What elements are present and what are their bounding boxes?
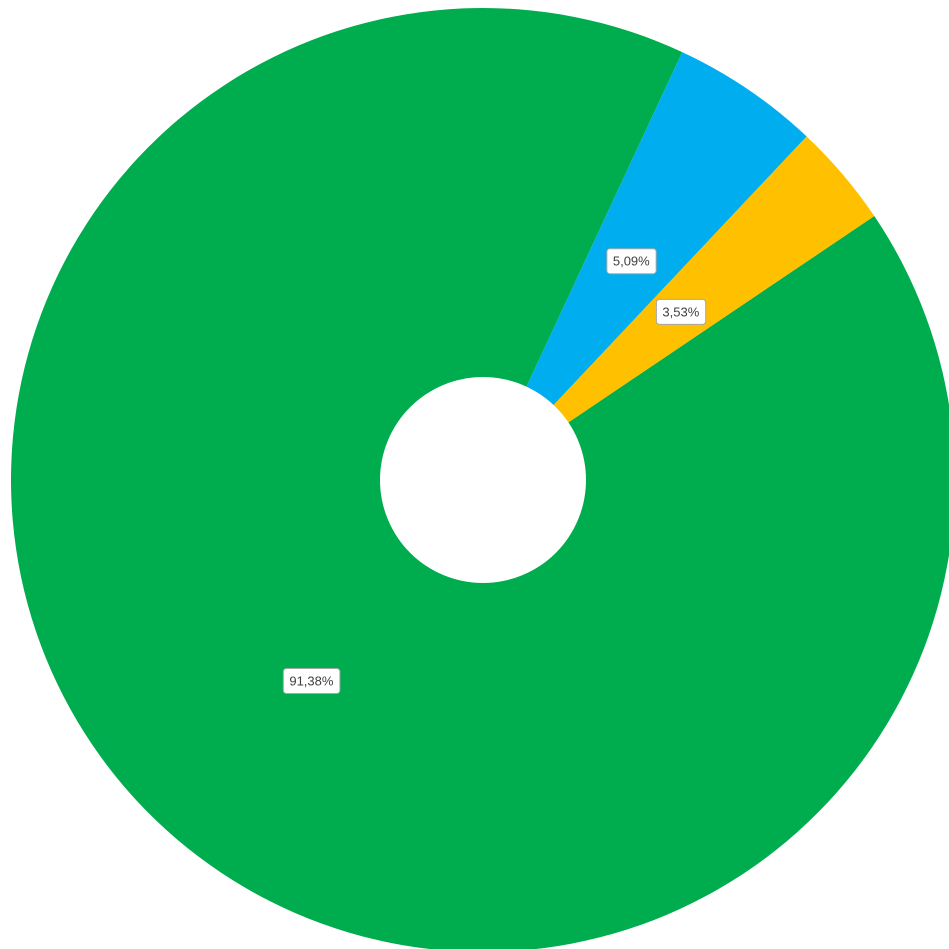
slice-label-text: 3,53% — [662, 304, 699, 319]
data-labels: 91,38% 5,09% 3,53% — [282, 248, 707, 695]
slice-label-text: 91,38% — [289, 674, 334, 689]
donut-hole — [380, 377, 586, 583]
slice-label-1: 91,38% — [282, 668, 341, 695]
slice-label-box — [282, 668, 341, 695]
slice-label-3: 3,53% — [655, 298, 707, 325]
slice-label-box — [606, 248, 657, 275]
slice-label-text: 5,09% — [613, 254, 650, 269]
slice-label-2: 5,09% — [606, 248, 657, 275]
slice-label-box — [655, 298, 707, 325]
